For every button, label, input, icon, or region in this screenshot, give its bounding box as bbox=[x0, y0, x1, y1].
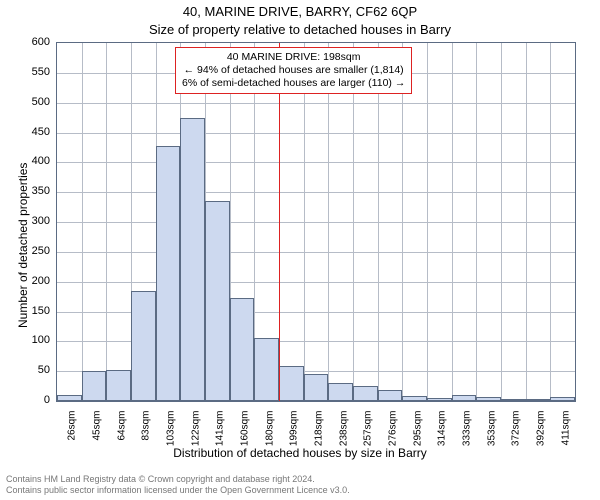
grid-line-v bbox=[427, 43, 428, 401]
x-tick-label: 333sqm bbox=[462, 411, 473, 447]
histogram-bar bbox=[402, 396, 427, 401]
grid-line-h bbox=[57, 103, 575, 104]
x-tick-label: 199sqm bbox=[289, 411, 300, 447]
grid-line-h bbox=[57, 252, 575, 253]
y-tick-label: 150 bbox=[10, 305, 50, 317]
histogram-bar bbox=[526, 399, 551, 401]
grid-line-h bbox=[57, 192, 575, 193]
histogram-bar bbox=[254, 338, 279, 401]
grid-line-h bbox=[57, 133, 575, 134]
grid-line-v bbox=[501, 43, 502, 401]
x-tick-label: 180sqm bbox=[264, 411, 275, 447]
grid-line-v bbox=[106, 43, 107, 401]
grid-line-v bbox=[526, 43, 527, 401]
y-tick-label: 350 bbox=[10, 185, 50, 197]
footer-attribution: Contains HM Land Registry data © Crown c… bbox=[6, 474, 350, 496]
x-tick-label: 83sqm bbox=[141, 411, 152, 441]
plot-area: 40 MARINE DRIVE: 198sqm← 94% of detached… bbox=[56, 42, 576, 402]
x-tick-label: 353sqm bbox=[486, 411, 497, 447]
chart-title-line2: Size of property relative to detached ho… bbox=[0, 22, 600, 37]
x-axis-label: Distribution of detached houses by size … bbox=[0, 446, 600, 460]
grid-line-v bbox=[378, 43, 379, 401]
y-tick-label: 250 bbox=[10, 245, 50, 257]
histogram-bar bbox=[106, 370, 131, 401]
x-tick-label: 141sqm bbox=[215, 411, 226, 447]
chart-container: 40, MARINE DRIVE, BARRY, CF62 6QP Size o… bbox=[0, 0, 600, 500]
x-tick-label: 372sqm bbox=[511, 411, 522, 447]
grid-line-v bbox=[82, 43, 83, 401]
footer-line2: Contains public sector information licen… bbox=[6, 485, 350, 496]
histogram-bar bbox=[353, 386, 378, 401]
y-tick-label: 550 bbox=[10, 66, 50, 78]
grid-line-h bbox=[57, 162, 575, 163]
histogram-bar bbox=[452, 395, 477, 401]
histogram-bar bbox=[205, 201, 230, 401]
grid-line-h bbox=[57, 282, 575, 283]
grid-line-v bbox=[328, 43, 329, 401]
histogram-bar bbox=[304, 374, 329, 401]
histogram-bar bbox=[427, 398, 452, 401]
x-tick-label: 276sqm bbox=[388, 411, 399, 447]
footer-line1: Contains HM Land Registry data © Crown c… bbox=[6, 474, 350, 485]
x-tick-label: 295sqm bbox=[412, 411, 423, 447]
grid-line-v bbox=[402, 43, 403, 401]
histogram-bar bbox=[501, 399, 526, 401]
y-tick-label: 100 bbox=[10, 334, 50, 346]
chart-title-line1: 40, MARINE DRIVE, BARRY, CF62 6QP bbox=[0, 4, 600, 19]
y-tick-label: 450 bbox=[10, 126, 50, 138]
marker-annotation: 40 MARINE DRIVE: 198sqm← 94% of detached… bbox=[175, 47, 412, 94]
y-tick-label: 0 bbox=[10, 394, 50, 406]
y-tick-label: 400 bbox=[10, 155, 50, 167]
histogram-bar bbox=[230, 298, 255, 401]
histogram-bar bbox=[82, 371, 107, 401]
x-tick-label: 411sqm bbox=[560, 411, 571, 446]
grid-line-v bbox=[304, 43, 305, 401]
annotation-line: ← 94% of detached houses are smaller (1,… bbox=[182, 64, 405, 77]
x-tick-label: 64sqm bbox=[116, 411, 127, 441]
marker-line bbox=[279, 43, 280, 401]
annotation-line: 40 MARINE DRIVE: 198sqm bbox=[182, 51, 405, 64]
histogram-bar bbox=[156, 146, 181, 401]
x-tick-label: 314sqm bbox=[437, 411, 448, 447]
histogram-bar bbox=[476, 397, 501, 401]
y-tick-label: 200 bbox=[10, 275, 50, 287]
histogram-bar bbox=[550, 397, 575, 401]
x-tick-label: 218sqm bbox=[314, 411, 325, 447]
grid-line-v bbox=[550, 43, 551, 401]
histogram-bar bbox=[328, 383, 353, 401]
x-tick-label: 103sqm bbox=[166, 411, 177, 447]
x-tick-label: 257sqm bbox=[363, 411, 374, 447]
y-tick-label: 500 bbox=[10, 96, 50, 108]
y-tick-label: 600 bbox=[10, 36, 50, 48]
y-tick-label: 50 bbox=[10, 364, 50, 376]
grid-line-v bbox=[452, 43, 453, 401]
x-tick-label: 45sqm bbox=[92, 411, 103, 441]
histogram-bar bbox=[131, 291, 156, 401]
annotation-line: 6% of semi-detached houses are larger (1… bbox=[182, 77, 405, 90]
y-tick-label: 300 bbox=[10, 215, 50, 227]
grid-line-h bbox=[57, 222, 575, 223]
histogram-bar bbox=[180, 118, 205, 401]
histogram-bar bbox=[378, 390, 403, 401]
x-tick-label: 122sqm bbox=[190, 411, 201, 447]
x-tick-label: 26sqm bbox=[67, 411, 78, 441]
x-tick-label: 238sqm bbox=[338, 411, 349, 447]
histogram-bar bbox=[279, 366, 304, 401]
grid-line-v bbox=[353, 43, 354, 401]
x-tick-label: 392sqm bbox=[536, 411, 547, 447]
x-tick-label: 160sqm bbox=[240, 411, 251, 447]
grid-line-v bbox=[476, 43, 477, 401]
histogram-bar bbox=[57, 395, 82, 401]
